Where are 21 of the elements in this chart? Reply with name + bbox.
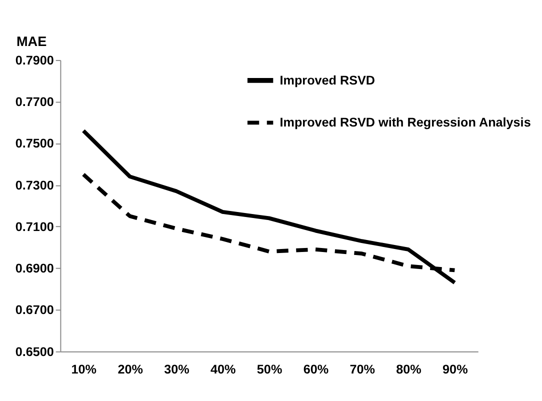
y-tick-label: 0.7700 <box>15 95 54 109</box>
x-tick-label: 30% <box>164 362 190 376</box>
y-tick-label: 0.7500 <box>15 136 54 151</box>
x-tick-label: 90% <box>442 362 468 376</box>
y-tick-label: 0.6700 <box>15 303 54 318</box>
x-tick-label: 70% <box>350 362 375 376</box>
line-series <box>81 128 457 285</box>
x-tick-label: 80% <box>396 362 422 376</box>
y-axis-title: MAE <box>16 34 47 49</box>
y-tick-label: 0.7300 <box>15 178 54 192</box>
x-tick-label: 40% <box>210 362 236 376</box>
y-tick-label: 0.7900 <box>15 53 54 68</box>
x-tick-label: 10% <box>71 362 97 376</box>
x-tick-label: 60% <box>303 362 329 376</box>
y-tick-label: 0.6900 <box>15 262 54 276</box>
y-tick-label: 0.7100 <box>15 220 54 234</box>
legend-label: Improved RSVD <box>280 73 376 88</box>
x-tick-label: 20% <box>118 362 143 376</box>
legend-label: Improved RSVD with Regression Analysis <box>280 116 531 130</box>
x-tick-label: 50% <box>256 362 282 376</box>
y-tick-label: 0.6500 <box>15 344 54 359</box>
